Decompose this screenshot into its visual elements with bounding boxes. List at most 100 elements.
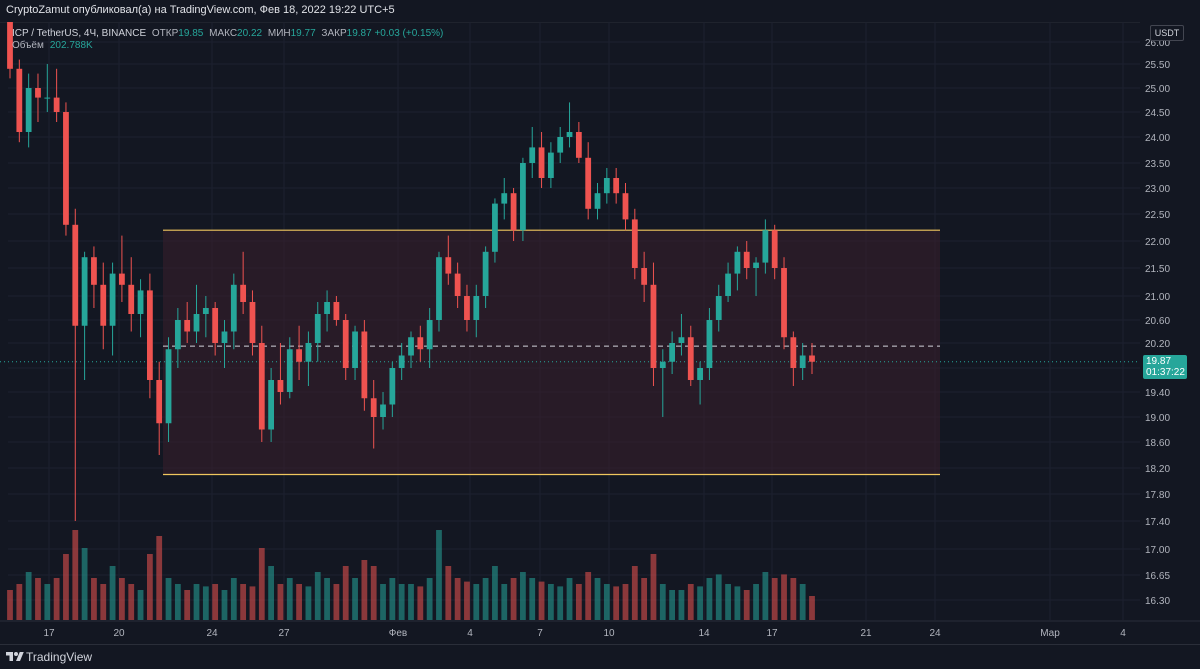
volume-bar xyxy=(520,572,526,620)
candle-body xyxy=(659,361,666,368)
volume-bar xyxy=(799,584,806,620)
open-value: 19.85 xyxy=(178,28,204,39)
candle-body xyxy=(16,68,23,132)
candle-body xyxy=(109,273,116,326)
tradingview-logo-icon xyxy=(6,652,24,661)
candle-body xyxy=(91,257,97,285)
volume-bar xyxy=(81,548,88,620)
candle-body xyxy=(547,152,554,178)
candlestick-chart[interactable]: 26.00 25.50 25.00 24.50 24.00 23.50 23.00 22.50… xyxy=(0,22,1200,644)
volume-bar xyxy=(715,574,722,620)
price-tick-label: 20.20 xyxy=(1145,339,1170,350)
candle-body xyxy=(781,268,787,338)
volume-bar xyxy=(202,586,209,620)
high-value: 20.22 xyxy=(237,28,263,39)
volume-bar xyxy=(398,584,405,620)
volume-bar xyxy=(193,584,200,620)
candle-body xyxy=(687,337,694,380)
candle-body xyxy=(594,193,601,209)
candle-body xyxy=(790,337,797,368)
price-tick-label: 18.60 xyxy=(1145,438,1170,449)
candle-body xyxy=(631,219,638,268)
volume-bar xyxy=(809,596,815,620)
volume-bar xyxy=(781,574,787,620)
candle-body xyxy=(7,22,13,69)
volume-bar xyxy=(557,586,564,620)
candle-body xyxy=(184,320,191,332)
candle-body xyxy=(408,337,414,356)
volume-bar xyxy=(240,584,247,620)
candle-body xyxy=(146,290,153,380)
time-tick-label: 20 xyxy=(113,628,125,639)
candle-body xyxy=(361,331,368,399)
volume-bar xyxy=(100,584,107,620)
candle-body xyxy=(520,163,526,231)
price-tick-label: 23.00 xyxy=(1145,184,1170,195)
candle-body xyxy=(538,147,545,178)
volume-bar xyxy=(35,578,41,620)
candle-body xyxy=(482,251,489,296)
volume-bar xyxy=(697,586,703,620)
candle-body xyxy=(44,97,51,99)
volume-bar xyxy=(566,578,573,620)
volume-bar xyxy=(258,548,265,620)
candle-body xyxy=(156,380,163,424)
candle-body xyxy=(63,112,69,225)
candle-body xyxy=(53,97,60,112)
volume-bar xyxy=(72,530,79,620)
candle-body xyxy=(529,147,536,163)
volume-bar xyxy=(464,581,470,620)
time-tick-label: 14 xyxy=(698,628,710,639)
price-tick-label: 16.65 xyxy=(1145,571,1170,582)
volume-bar xyxy=(165,578,172,620)
low-label: МИН xyxy=(267,28,291,39)
price-tick-label: 22.00 xyxy=(1145,237,1170,248)
price-tick-label: 25.50 xyxy=(1145,60,1170,71)
volume-bar xyxy=(659,584,666,620)
volume-bar xyxy=(305,586,312,620)
range-zone xyxy=(163,229,940,476)
volume-bar xyxy=(277,584,284,620)
candle-body xyxy=(314,314,321,343)
volume-bars xyxy=(7,530,815,620)
candle-body xyxy=(324,302,330,314)
volume-bar xyxy=(678,590,685,620)
volume-bar xyxy=(53,578,60,620)
price-tick-label: 26.00 xyxy=(1145,38,1170,49)
candle-body xyxy=(613,178,620,194)
time-tick-label: 17 xyxy=(43,628,55,639)
price-tick-label: 17.40 xyxy=(1145,517,1170,528)
candle-body xyxy=(81,257,88,326)
candle-body xyxy=(25,88,32,132)
time-tick-label: 10 xyxy=(603,628,615,639)
volume-bar xyxy=(445,566,452,620)
candle-body xyxy=(268,380,275,430)
volume-bar xyxy=(184,590,191,620)
volume-bar xyxy=(492,566,498,620)
time-tick-label: 7 xyxy=(537,628,543,639)
candles xyxy=(7,22,815,521)
candle-body xyxy=(174,320,181,350)
price-tick-label: 19.00 xyxy=(1145,413,1170,424)
volume-bar xyxy=(380,584,386,620)
volume-bar xyxy=(296,584,302,620)
candle-body xyxy=(454,273,461,296)
volume-bar xyxy=(7,590,13,620)
candle-body xyxy=(678,337,685,343)
candle-body xyxy=(249,302,256,343)
candle-body xyxy=(809,355,815,362)
time-tick-label: 4 xyxy=(1120,628,1126,639)
volume-bar xyxy=(631,566,638,620)
time-tick-label: 4 xyxy=(467,628,473,639)
time-tick-label: 24 xyxy=(929,628,941,639)
symbol-label[interactable]: ICP / TetherUS, 4Ч, BINANCE xyxy=(12,28,147,39)
currency-button[interactable]: USDT xyxy=(1150,25,1184,41)
candle-body xyxy=(221,331,228,343)
volume-bar xyxy=(641,578,648,620)
volume-bar xyxy=(725,584,731,620)
volume-bar xyxy=(137,590,144,620)
volume-bar xyxy=(706,578,713,620)
volume-bar xyxy=(622,584,629,620)
volume-bar xyxy=(762,572,769,620)
volume-bar xyxy=(249,586,256,620)
